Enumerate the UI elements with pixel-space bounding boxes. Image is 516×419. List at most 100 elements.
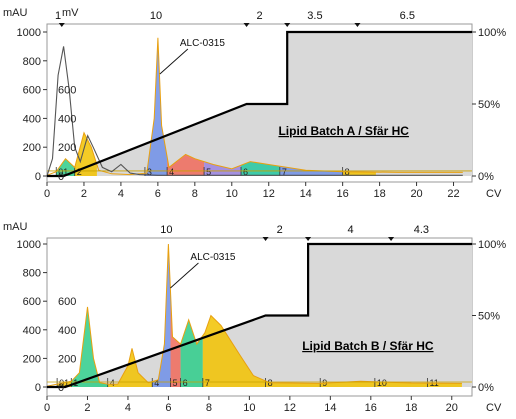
x-tick-label-2: 4 (118, 188, 124, 200)
top-label-2: 2 (256, 10, 262, 22)
chart-title: Lipid Batch A / Sfär HC (278, 124, 409, 138)
fraction-area-6 (180, 319, 203, 387)
right-tick-label-1: 50% (478, 311, 500, 323)
x-tick-label-10: 20 (446, 402, 458, 414)
top-label-3: 4.3 (414, 224, 429, 236)
x-tick-label-8: 16 (337, 188, 349, 200)
x-tick-label-2: 4 (125, 402, 131, 414)
y-tick-label-2: 400 (23, 113, 41, 125)
peak-annotation-leader (159, 48, 189, 75)
right-tick-label-0: 0% (478, 171, 494, 183)
uv-trace (46, 37, 463, 176)
x-tick-label-7: 14 (300, 188, 312, 200)
right-tick-label-0: 0% (478, 382, 494, 394)
y-tick-label-2: 400 (23, 325, 41, 337)
fraction-label-2: 2 (77, 167, 82, 177)
x-tick-label-4: 8 (206, 402, 212, 414)
x-tick-label-6: 12 (284, 402, 296, 414)
fraction-label-4: 4 (154, 378, 159, 388)
y-tick-label-5: 1000 (17, 239, 41, 251)
y-tick-label-3: 600 (23, 296, 41, 308)
fraction-area-5 (170, 290, 181, 387)
y-tick-label-1: 200 (23, 142, 41, 154)
left-unit-label: mAU (3, 221, 28, 233)
top-label-0: 1 (55, 10, 61, 22)
fraction-label-7: 7 (282, 167, 287, 177)
fraction-label-7: 7 (205, 378, 210, 388)
top-marker-2 (388, 237, 395, 241)
fraction-label-3: 4 (110, 378, 115, 388)
mv-tick-label-1: 200 (58, 353, 76, 365)
fraction-label-4: 4 (169, 167, 174, 177)
x-tick-label-10: 20 (410, 188, 422, 200)
x-tick-label-3: 6 (165, 402, 171, 414)
fraction-area-3 (107, 348, 153, 387)
gradient-line (47, 242, 472, 389)
fraction-label-3: 3 (147, 167, 152, 177)
top-label-0: 10 (160, 224, 172, 236)
mv-tick-label-0: 0 (58, 171, 64, 183)
peak-annotation-leader (170, 262, 199, 289)
fraction-area-3 (144, 37, 168, 176)
mv-tick-label-3: 600 (58, 85, 76, 97)
left-unit-label: mAU (3, 7, 28, 19)
x-unit-label: CV (486, 188, 502, 200)
mv-tick-label-3: 600 (58, 296, 76, 308)
mv-trace (46, 46, 463, 177)
gradient-line (47, 30, 472, 178)
y-tick-label-4: 800 (23, 268, 41, 280)
top-marker-1 (305, 237, 312, 241)
mv-tick-label-2: 400 (58, 113, 76, 125)
top-label-1: 2 (277, 224, 283, 236)
x-tick-label-11: 22 (447, 188, 459, 200)
y-tick-label-0: 0 (35, 171, 41, 183)
x-tick-label-0: 0 (44, 188, 50, 200)
fraction-area-11 (427, 383, 462, 387)
x-tick-label-5: 10 (226, 188, 238, 200)
peak-annotation-label: ALC-0315 (180, 38, 225, 49)
mv-tick-label-0: 0 (58, 382, 64, 394)
mv-tick-label-1: 200 (58, 142, 76, 154)
top-marker-1 (243, 23, 250, 27)
x-tick-label-9: 18 (405, 402, 417, 414)
y-tick-label-0: 0 (35, 382, 41, 394)
x-tick-label-8: 16 (365, 402, 377, 414)
fraction-label-6: 6 (243, 167, 248, 177)
top-marker-3 (354, 23, 361, 27)
top-label-3: 3.5 (307, 10, 322, 22)
top-label-1: 10 (150, 10, 162, 22)
x-unit-label: CV (486, 402, 502, 414)
y-tick-label-1: 200 (23, 353, 41, 365)
x-tick-label-5: 10 (243, 402, 255, 414)
right-tick-label-2: 100% (478, 27, 506, 39)
top-marker-0 (58, 23, 65, 27)
x-tick-label-4: 8 (192, 188, 198, 200)
x-tick-label-7: 14 (324, 402, 336, 414)
right-tick-label-1: 50% (478, 99, 500, 111)
top-marker-2 (284, 23, 291, 27)
y-tick-label-5: 1000 (17, 27, 41, 39)
right-tick-label-2: 100% (478, 239, 506, 251)
x-tick-label-3: 6 (155, 188, 161, 200)
fraction-area-1 (56, 158, 75, 176)
x-tick-label-1: 2 (84, 402, 90, 414)
fraction-area-8 (265, 380, 321, 387)
y-tick-label-3: 600 (23, 85, 41, 97)
x-tick-label-9: 18 (373, 188, 385, 200)
x-tick-label-0: 0 (44, 402, 50, 414)
fraction-label-5: 5 (172, 378, 177, 388)
fraction-label-10: 10 (377, 378, 387, 388)
top-marker-0 (262, 237, 269, 241)
peak-annotation-label: ALC-0315 (190, 252, 235, 263)
chart-title: Lipid Batch B / Sfär HC (302, 339, 434, 353)
x-tick-label-1: 2 (81, 188, 87, 200)
mv-unit-label: mV (62, 7, 79, 19)
chart-panel-2: 01 1 4 4 5 6 7 8 9 10 1102004006008001000020040060… (3, 221, 506, 414)
mv-tick-label-2: 400 (58, 325, 76, 337)
fraction-label-5: 5 (206, 167, 211, 177)
top-label-2: 4 (348, 224, 354, 236)
fraction-area-5 (204, 161, 241, 176)
